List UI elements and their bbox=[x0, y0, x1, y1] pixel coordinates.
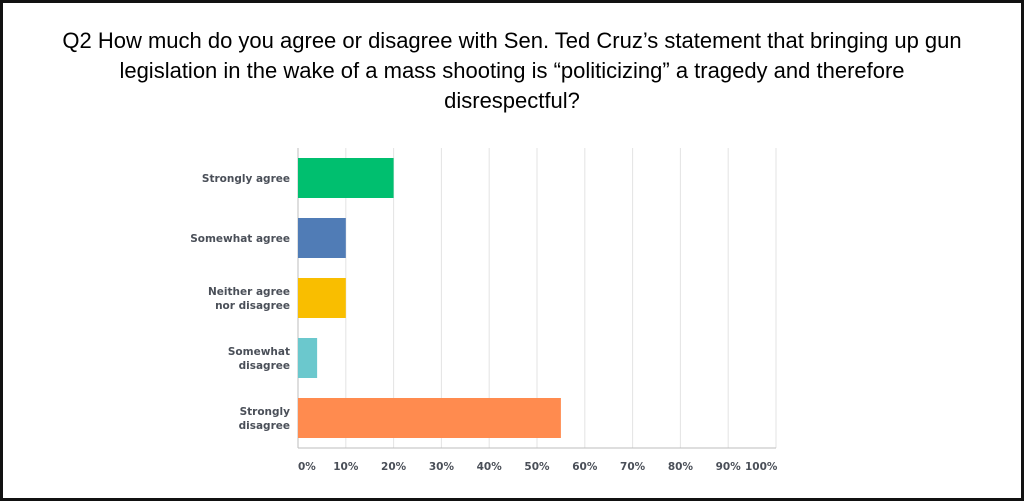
x-tick-label: 50% bbox=[524, 461, 550, 473]
x-tick-label: 20% bbox=[381, 461, 407, 473]
x-tick-label: 10% bbox=[333, 461, 359, 473]
bar bbox=[298, 398, 561, 438]
category-label-line: Somewhat agree bbox=[190, 233, 290, 245]
x-tick-label: 90% bbox=[716, 461, 742, 473]
category-label: Strongly disagree bbox=[239, 406, 291, 432]
category-label-line: Somewhat bbox=[228, 346, 290, 358]
x-tick-label: 80% bbox=[668, 461, 694, 473]
category-label-line: disagree bbox=[239, 420, 290, 432]
chart-title: Q2 How much do you agree or disagree wit… bbox=[0, 26, 1024, 116]
chart-title-line: legislation in the wake of a mass shooti… bbox=[119, 58, 905, 83]
chart-title-line: disrespectful? bbox=[444, 88, 580, 113]
x-tick-label: 30% bbox=[429, 461, 455, 473]
bar bbox=[298, 278, 346, 318]
category-label: Somewhat agree bbox=[190, 233, 290, 245]
bar bbox=[298, 218, 346, 258]
category-label: Strongly agree bbox=[202, 173, 290, 185]
x-tick-label: 0% bbox=[298, 461, 316, 473]
category-label: Neither agree nor disagree bbox=[208, 286, 290, 312]
x-tick-label: 100% bbox=[745, 461, 778, 473]
category-label-line: disagree bbox=[239, 360, 290, 372]
x-tick-label: 60% bbox=[572, 461, 598, 473]
chart-title-line: Q2 How much do you agree or disagree wit… bbox=[62, 28, 962, 53]
x-tick-label: 40% bbox=[477, 461, 503, 473]
bar bbox=[298, 338, 318, 378]
category-label: Somewhat disagree bbox=[228, 346, 290, 372]
bar bbox=[298, 158, 394, 198]
category-label-line: Strongly bbox=[240, 406, 291, 418]
x-tick-label: 70% bbox=[620, 461, 646, 473]
category-label-line: Strongly agree bbox=[202, 173, 290, 185]
category-label-line: nor disagree bbox=[215, 300, 290, 312]
category-label-line: Neither agree bbox=[208, 286, 290, 298]
